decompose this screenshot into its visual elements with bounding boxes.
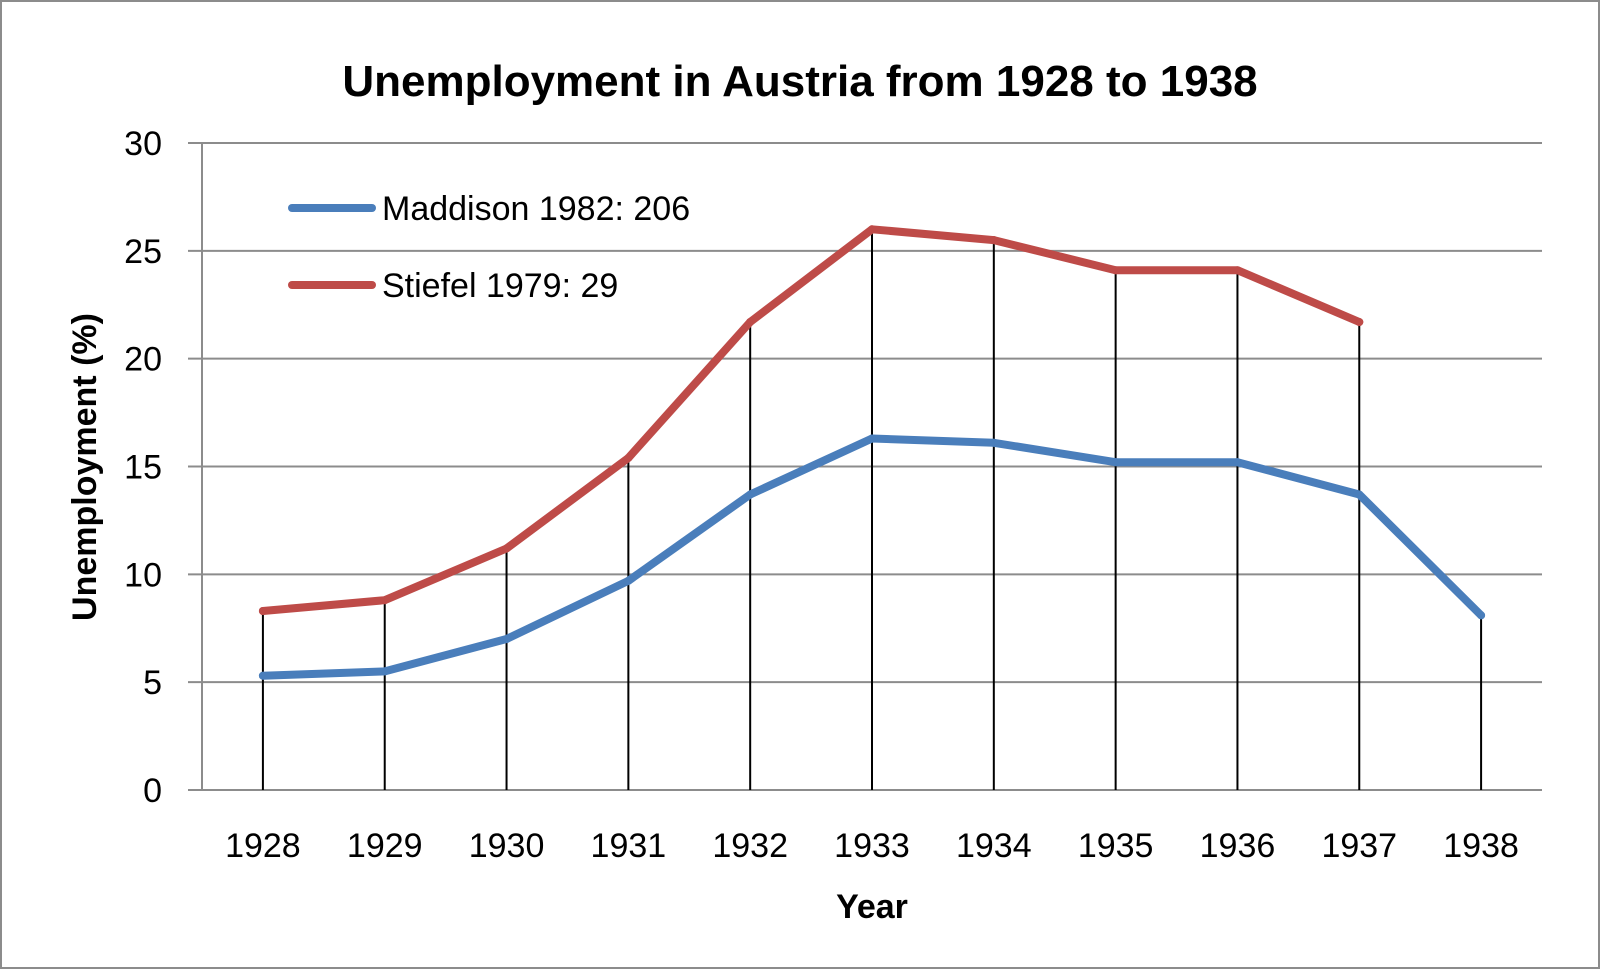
x-tick-label: 1930	[469, 827, 545, 865]
y-tick-label: 5	[143, 664, 162, 702]
data-point	[380, 667, 389, 676]
x-tick-label: 1929	[347, 827, 423, 865]
x-tick-label: 1938	[1443, 827, 1519, 865]
series-lines	[258, 225, 1486, 680]
data-point	[258, 671, 267, 680]
x-tick-label: 1933	[834, 827, 910, 865]
legend: Maddison 1982: 206 Stiefel 1979: 29	[288, 190, 690, 305]
data-point	[502, 635, 511, 644]
data-point	[1111, 458, 1120, 467]
series-line-2	[258, 225, 1364, 615]
gridlines	[188, 142, 1542, 791]
y-tick-label: 20	[124, 341, 162, 379]
x-tick-label: 1932	[712, 827, 788, 865]
data-point	[1477, 611, 1486, 620]
axes: 0 5 10 15 20 25 30 1928 1929 1930 1931 1932 1933 1934…	[124, 125, 1519, 865]
data-point	[1355, 318, 1364, 327]
data-point	[989, 236, 998, 245]
data-point	[868, 434, 876, 443]
data-point	[746, 490, 755, 499]
y-tick-label: 30	[124, 125, 162, 163]
data-point	[1111, 266, 1120, 275]
x-tick-label: 1928	[225, 827, 301, 865]
data-point	[1233, 266, 1242, 275]
data-point	[624, 576, 633, 585]
data-point	[1233, 458, 1242, 467]
y-tick-label: 10	[124, 556, 162, 594]
data-point	[746, 318, 755, 327]
data-point	[624, 453, 633, 462]
x-tick-label: 1935	[1078, 827, 1154, 865]
data-point	[989, 438, 998, 447]
x-tick-label: 1937	[1321, 827, 1397, 865]
data-point	[1355, 490, 1364, 499]
x-tick-label: 1934	[956, 827, 1032, 865]
x-axis-label: Year	[836, 888, 908, 926]
chart-title: Unemployment in Austria from 1928 to 193…	[342, 57, 1257, 106]
data-point	[502, 544, 511, 553]
y-tick-label: 0	[143, 772, 162, 810]
x-tick-label: 1936	[1200, 827, 1276, 865]
legend-entry-2: Stiefel 1979: 29	[382, 267, 618, 305]
y-axis-label: Unemployment (%)	[66, 313, 104, 621]
data-point	[258, 606, 267, 615]
data-point	[380, 596, 389, 605]
data-point	[868, 225, 876, 234]
legend-entry-1: Maddison 1982: 206	[382, 190, 690, 228]
y-tick-label: 25	[124, 233, 162, 271]
x-tick-label: 1931	[591, 827, 667, 865]
y-tick-label: 15	[124, 449, 162, 487]
drop-lines	[261, 229, 1483, 790]
